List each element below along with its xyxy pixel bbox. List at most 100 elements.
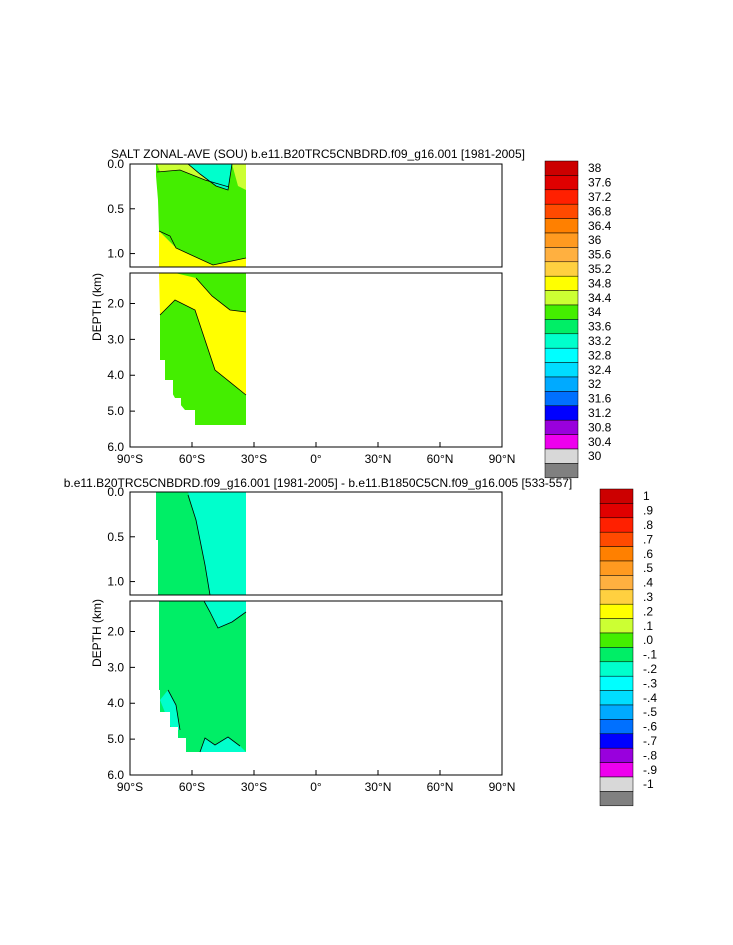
colorbar-label: .9 [643,504,653,518]
colorbar-label: 32.4 [588,363,612,377]
colorbar-label: 36.8 [588,204,612,218]
colorbar-label: .6 [643,547,653,561]
colorbar-box [544,405,579,421]
colorbar-label: -.6 [643,720,657,734]
colorbar: 1.9.8.7.6.5.4.3.2.1.0-.1-.2-.3-.4-.5-.6-… [599,488,657,807]
y-tick-label: 0.5 [107,202,124,216]
colorbar-label: 37.6 [588,176,612,190]
y-tick-label: 0.0 [107,485,124,499]
x-tick-label: 90°S [117,452,143,466]
region-green-upper [155,164,246,265]
x-tick-label: 90°N [489,452,516,466]
colorbar-box [544,362,579,378]
chart-salinity: SALT ZONAL-AVE (SOU) b.e11.B20TRC5CNBDRD… [90,147,612,479]
mask-bottom-step [165,380,173,447]
colorbar: 3837.637.236.836.43635.635.234.834.43433… [544,160,612,479]
colorbar-box [599,531,634,547]
colorbar-label: .3 [643,590,653,604]
region-green-right [232,164,246,190]
y-tick-label: 2.0 [107,624,124,638]
colorbar-label: .4 [643,576,653,590]
y-tick-label: 3.0 [107,332,124,346]
colorbar-box [599,690,634,706]
chart-salinity-difference: b.e11.B20TRC5CNBDRD.f09_g16.001 [1981-20… [64,476,657,807]
contour-line [199,736,241,753]
colorbar-box [599,704,634,720]
colorbar-label: 35.6 [588,248,612,262]
colorbar-label: 34 [588,305,602,319]
colorbar-box [599,733,634,749]
contour-line [156,169,230,188]
colorbar-label: -.2 [643,662,657,676]
colorbar-label: -.5 [643,705,657,719]
mask-right-lower [247,601,502,775]
x-tick-label: 60°N [427,780,454,794]
colorbar-box [599,661,634,677]
mask-bottom-step [160,712,170,775]
colorbar-label: 32.8 [588,348,612,362]
colorbar-box [544,304,579,320]
mask-right-lower [247,273,502,447]
contour-line [158,230,247,266]
region-green-bottom [160,300,246,425]
colorbar-box [544,189,579,205]
colorbar-label: -.1 [643,648,657,662]
colorbar-box [599,517,634,533]
mask-bottom-step [178,738,186,775]
contour-line [187,494,211,595]
contour-line [195,277,247,313]
colorbar-box [544,232,579,248]
lower-panel-fill [130,601,502,775]
x-tick-label: 90°S [117,780,143,794]
mask-bottom-step [173,398,181,447]
colorbar-label: .5 [643,561,653,575]
colorbar-box [599,747,634,763]
colorbar-box [544,203,579,219]
y-axis-label: DEPTH (km) [90,273,104,341]
colorbar-box [599,546,634,562]
y-tick-label: 5.0 [107,404,124,418]
colorbar-box [544,434,579,450]
colorbar-box [599,776,634,792]
colorbar-label: 32 [588,377,602,391]
colorbar-box [599,488,634,504]
y-axis-label: DEPTH (km) [90,599,104,667]
y-tick-label: 6.0 [107,440,124,454]
colorbar-label: 36 [588,233,602,247]
colorbar-box [599,575,634,591]
colorbar-box [599,603,634,619]
colorbar-box [544,391,579,407]
colorbar-label: 1 [643,489,650,503]
chart-title: b.e11.B20TRC5CNBDRD.f09_g16.001 [1981-20… [64,476,573,490]
y-tick-label: 4.0 [107,696,124,710]
colorbar-box [544,290,579,306]
region-green [159,601,246,752]
colorbar-box [544,175,579,191]
colorbar-label: .8 [643,518,653,532]
colorbar-label: 33.2 [588,334,612,348]
mask-bottom-step [186,752,247,775]
x-ticks: 90°S 60°S 30°S 0° 30°N 60°N 90°N [117,442,515,466]
y-tick-label: 1.0 [107,575,124,589]
lower-panel-fill [130,273,502,447]
colorbar-box [544,160,579,176]
y-tick-label: 3.0 [107,660,124,674]
mask-left-lower [130,273,159,447]
region-green-upper-lower [175,273,246,312]
y-ticks-lower: 2.0 3.0 4.0 5.0 6.0 [107,296,135,454]
colorbar-label: -.4 [643,691,657,705]
colorbar-label: 38 [588,161,602,175]
x-tick-label: 30°S [241,780,267,794]
colorbar-box [599,618,634,634]
y-tick-label: 0.5 [107,530,124,544]
contour-line [187,164,233,191]
colorbar-box [599,719,634,735]
colorbar-label: -1 [643,777,654,791]
x-ticks: 90°S 60°S 30°S 0° 30°N 60°N 90°N [117,770,515,794]
mask-bottom-step [195,425,247,447]
x-tick-label: 0° [310,452,322,466]
y-tick-label: 0.0 [107,157,124,171]
colorbar-label: -.3 [643,676,657,690]
y-ticks-lower: 2.0 3.0 4.0 5.0 6.0 [107,624,135,782]
region-cyan-notch [204,601,246,628]
